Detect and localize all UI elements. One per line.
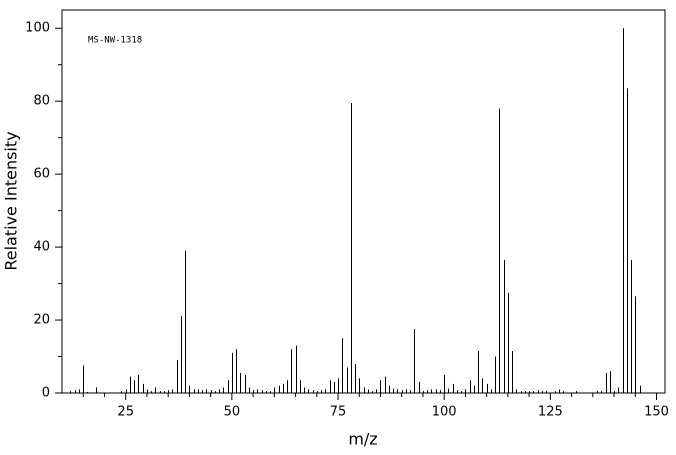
y-axis-label: Relative Intensity	[2, 131, 21, 270]
y-tick-label: 100	[25, 21, 50, 36]
y-tick-label: 40	[33, 240, 50, 255]
y-tick-label: 0	[42, 386, 50, 401]
x-tick-label: 100	[432, 405, 457, 420]
x-tick-label: 150	[644, 405, 669, 420]
x-tick-label: 25	[117, 405, 134, 420]
x-tick-label: 75	[330, 405, 347, 420]
annotation: MS-NW-1318	[88, 36, 142, 46]
x-axis-label: m/z	[348, 430, 377, 449]
y-tick-label: 80	[33, 94, 50, 109]
x-tick-label: 125	[538, 405, 563, 420]
y-tick-label: 20	[33, 313, 50, 328]
plot-frame	[61, 9, 666, 394]
x-tick-label: 50	[224, 405, 241, 420]
y-tick-label: 60	[33, 167, 50, 182]
